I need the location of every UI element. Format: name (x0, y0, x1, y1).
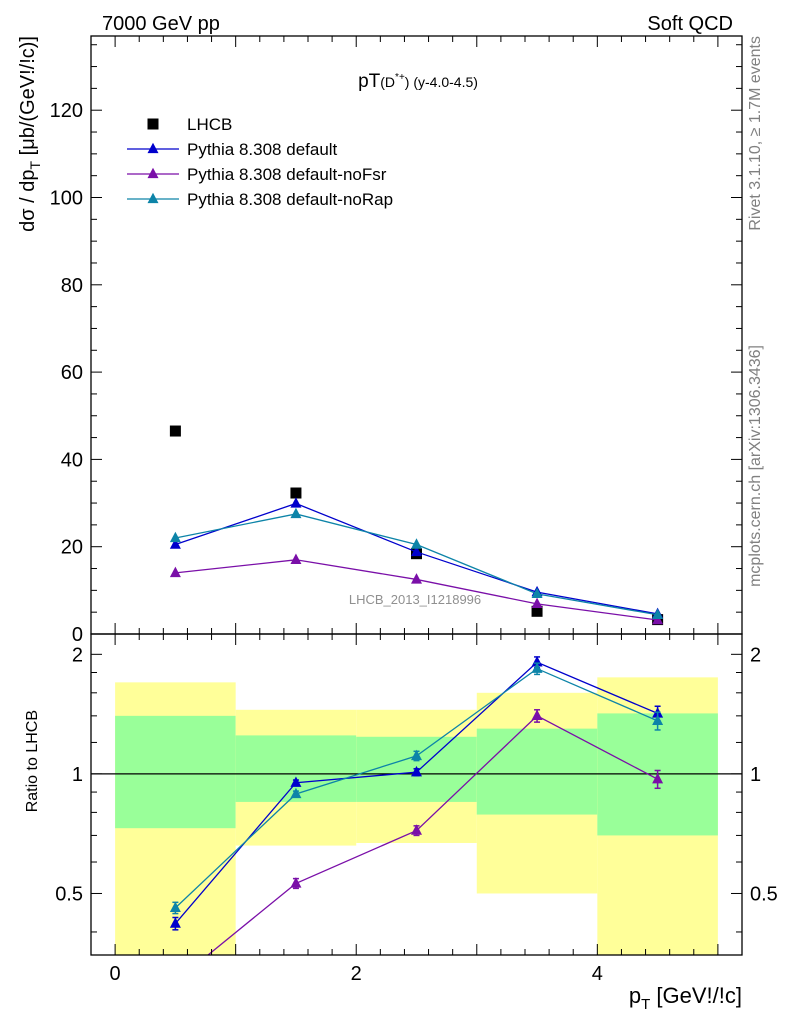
rivet-label: Rivet 3.1.10, ≥ 1.7M events (747, 36, 764, 231)
x-tick-label-2: 2 (351, 963, 362, 985)
legend-label-0: LHCB (187, 115, 232, 134)
main-point-1-2 (411, 545, 422, 557)
x-axis-label-main: p (629, 983, 641, 1008)
ratio-point-1-3 (531, 709, 543, 721)
ratio-point-2-0 (169, 901, 181, 913)
legend-entry-2: Pythia 8.308 default-noFsr (127, 165, 387, 184)
green-band-3 (476, 728, 598, 815)
ratio-point-0-2 (411, 765, 422, 777)
ratio-axis-ticks: 0 2 4 0.5 0.5 1 1 2 2 (55, 634, 778, 985)
plot-title-rest: ) (y-4.0-4.5) (405, 74, 478, 90)
x-tick-label-0: 0 (110, 963, 121, 985)
ratio-series-group (169, 655, 664, 985)
main-y-axis-label-sub: T (27, 160, 43, 169)
mcplots-label: mcplots.cern.ch [arXiv:1306.3436] (747, 345, 764, 587)
main-ytick-label-120: 120 (50, 100, 83, 122)
main-point-1-1 (290, 497, 302, 508)
data-point-0 (169, 425, 181, 437)
ratio-ytick-label-right-2: 2 (750, 644, 761, 666)
main-point-2-3 (531, 597, 543, 609)
main-y-axis-label-main: dσ / dp (17, 169, 39, 231)
main-ytick-label-40: 40 (61, 449, 83, 471)
ratio-ytick-label-right-0.5: 0.5 (750, 883, 778, 905)
main-series-2 (169, 553, 664, 625)
main-point-1-0 (169, 538, 181, 549)
ratio-uncertainty-bands (115, 677, 718, 955)
main-series-group (169, 425, 664, 626)
ratio-ytick-label-left-0.5: 0.5 (55, 883, 83, 905)
main-point-3-1 (290, 507, 302, 519)
main-ytick-label-60: 60 (61, 362, 83, 384)
main-ytick-label-20: 20 (61, 537, 83, 559)
ratio-series-2 (169, 662, 664, 915)
main-point-2-0 (169, 566, 181, 578)
plot-title: pT(D*+) (y-4.0-4.5) (358, 71, 478, 92)
main-ytick-label-80: 80 (61, 275, 83, 297)
legend-marker-1 (147, 142, 159, 154)
main-y-axis-label: dσ / dpT [μb/(GeV!/!c)] (17, 36, 43, 232)
main-point-3-3 (531, 587, 543, 599)
main-point-2-4 (652, 613, 664, 625)
main-point-2-1 (290, 553, 302, 564)
ratio-series-1 (170, 709, 664, 985)
ratio-point-2-3 (531, 662, 543, 673)
ratio-ytick-label-right-1: 1 (750, 764, 761, 786)
ratio-ytick-label-left-1: 1 (72, 764, 83, 786)
ratio-point-0-1 (290, 776, 302, 787)
ratio-point-1-4 (652, 772, 664, 784)
legend-label-1: Pythia 8.308 default (187, 140, 338, 159)
x-axis-label-rest: [GeV!/!c] (650, 983, 742, 1008)
legend-entry-0: LHCB (147, 115, 232, 134)
main-series-3 (169, 507, 664, 619)
ratio-y-axis-label: Ratio to LHCB (24, 710, 41, 812)
legend: LHCB Pythia 8.308 default Pythia 8.308 def… (127, 115, 393, 209)
ratio-plot-frame (90, 633, 743, 956)
ratio-point-1-0 (170, 975, 181, 985)
legend-label-3: Pythia 8.308 default-noRap (187, 190, 393, 209)
green-band-0 (115, 715, 236, 829)
main-point-3-4 (652, 608, 664, 619)
main-point-3-0 (169, 531, 181, 543)
main-point-3-2 (411, 538, 422, 549)
data-point-3 (531, 605, 543, 617)
plot-title-main: pT (358, 71, 381, 92)
main-axis-ticks: 0 20 40 60 80 100 120 (50, 36, 742, 646)
ratio-ytick-label-left-2: 2 (72, 644, 83, 666)
analysis-watermark: LHCB_2013_I1218996 (349, 592, 481, 607)
x-tick-label-4: 4 (592, 963, 603, 985)
legend-marker-3 (147, 192, 159, 204)
ratio-point-2-2 (411, 749, 422, 761)
main-y-axis-label-rest: [μb/(GeV!/!c)] (17, 36, 39, 161)
header-left: 7000 GeV pp (102, 13, 220, 35)
ratio-point-2-1 (290, 787, 302, 799)
plot-title-sup: *+ (395, 72, 405, 83)
legend-marker-0 (147, 118, 159, 130)
legend-label-2: Pythia 8.308 default-noFsr (187, 165, 387, 184)
plot-title-paren: (D (380, 74, 395, 90)
legend-entry-1: Pythia 8.308 default (127, 140, 338, 159)
main-ytick-label-100: 100 (50, 188, 83, 210)
data-point-1 (290, 487, 302, 499)
main-point-2-2 (411, 573, 422, 584)
ratio-point-1-2 (411, 824, 422, 835)
ratio-point-1-1 (290, 877, 302, 888)
x-axis-label: pT [GeV!/!c] (629, 983, 742, 1013)
main-ytick-label-0: 0 (72, 624, 83, 646)
header-right: Soft QCD (647, 13, 733, 35)
ratio-point-2-4 (652, 714, 664, 726)
legend-marker-2 (147, 167, 159, 179)
x-axis-label-sub: T (641, 996, 650, 1013)
legend-entry-3: Pythia 8.308 default-noRap (127, 190, 393, 209)
ratio-point-0-0 (169, 917, 181, 928)
main-line-2 (175, 559, 658, 621)
